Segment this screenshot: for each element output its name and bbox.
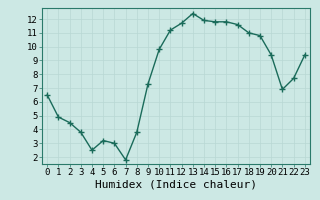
X-axis label: Humidex (Indice chaleur): Humidex (Indice chaleur) xyxy=(95,180,257,190)
